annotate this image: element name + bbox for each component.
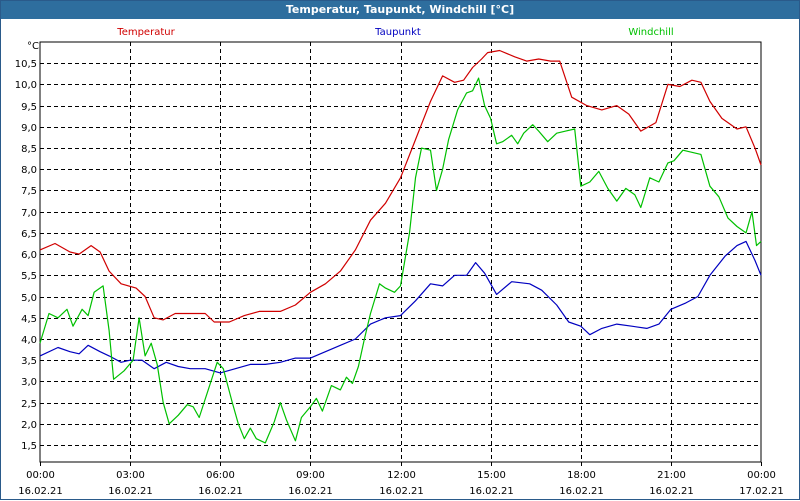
y-tick-label: 6,5 — [21, 229, 37, 240]
x-tick-date: 16.02.21 — [198, 486, 243, 497]
y-tick-label: 9,5 — [21, 102, 37, 113]
y-tick-label: 8,0 — [21, 165, 37, 176]
y-tick-label: 10,5 — [15, 59, 37, 70]
x-tick-date: 16.02.21 — [108, 486, 153, 497]
x-tick-date: 16.02.21 — [379, 486, 424, 497]
x-tick-time: 15:00 — [477, 470, 506, 481]
y-tick-label: 7,0 — [21, 208, 37, 219]
y-axis-unit: °C — [27, 41, 39, 52]
x-tick-time: 00:00 — [26, 470, 55, 481]
series-line-taupunkt — [39, 240, 762, 374]
x-tick-time: 00:00 — [747, 470, 776, 481]
x-tick-time: 18:00 — [567, 470, 596, 481]
x-tick-time: 21:00 — [657, 470, 686, 481]
y-tick-label: 3,0 — [21, 377, 37, 388]
x-tick-date: 16.02.21 — [649, 486, 694, 497]
series-line-windchill — [39, 77, 762, 444]
y-tick-label: 9,0 — [21, 123, 37, 134]
x-tick-date: 16.02.21 — [288, 486, 333, 497]
x-tick-date: 16.02.21 — [559, 486, 604, 497]
plot-area — [39, 41, 762, 463]
y-tick-label: 2,0 — [21, 420, 37, 431]
y-tick-label: 4,0 — [21, 335, 37, 346]
y-tick-label: 6,0 — [21, 250, 37, 261]
series-line-temperatur — [39, 49, 762, 323]
y-tick-label: 4,5 — [21, 314, 37, 325]
y-tick-label: 5,5 — [21, 271, 37, 282]
y-tick-label: 5,0 — [21, 293, 37, 304]
x-tick-time: 06:00 — [206, 470, 235, 481]
chart-title: Temperatur, Taupunkt, Windchill [°C] — [1, 1, 799, 19]
y-tick-label: 2,5 — [21, 399, 37, 410]
legend-temperatur: Temperatur — [116, 27, 175, 38]
y-tick-label: 7,5 — [21, 186, 37, 197]
x-tick-date: 16.02.21 — [18, 486, 63, 497]
y-tick-label: 10,0 — [15, 80, 37, 91]
x-tick-time: 09:00 — [296, 470, 325, 481]
y-tick-label: 8,5 — [21, 144, 37, 155]
x-tick-date: 16.02.21 — [469, 486, 514, 497]
x-tick-time: 03:00 — [116, 470, 145, 481]
x-tick-time: 12:00 — [387, 470, 416, 481]
y-tick-label: 1,5 — [21, 441, 37, 452]
legend-windchill: Windchill — [628, 27, 673, 38]
legend-taupunkt: Taupunkt — [374, 27, 421, 38]
y-tick-label: 3,5 — [21, 356, 37, 367]
x-tick-date: 17.02.21 — [739, 486, 784, 497]
